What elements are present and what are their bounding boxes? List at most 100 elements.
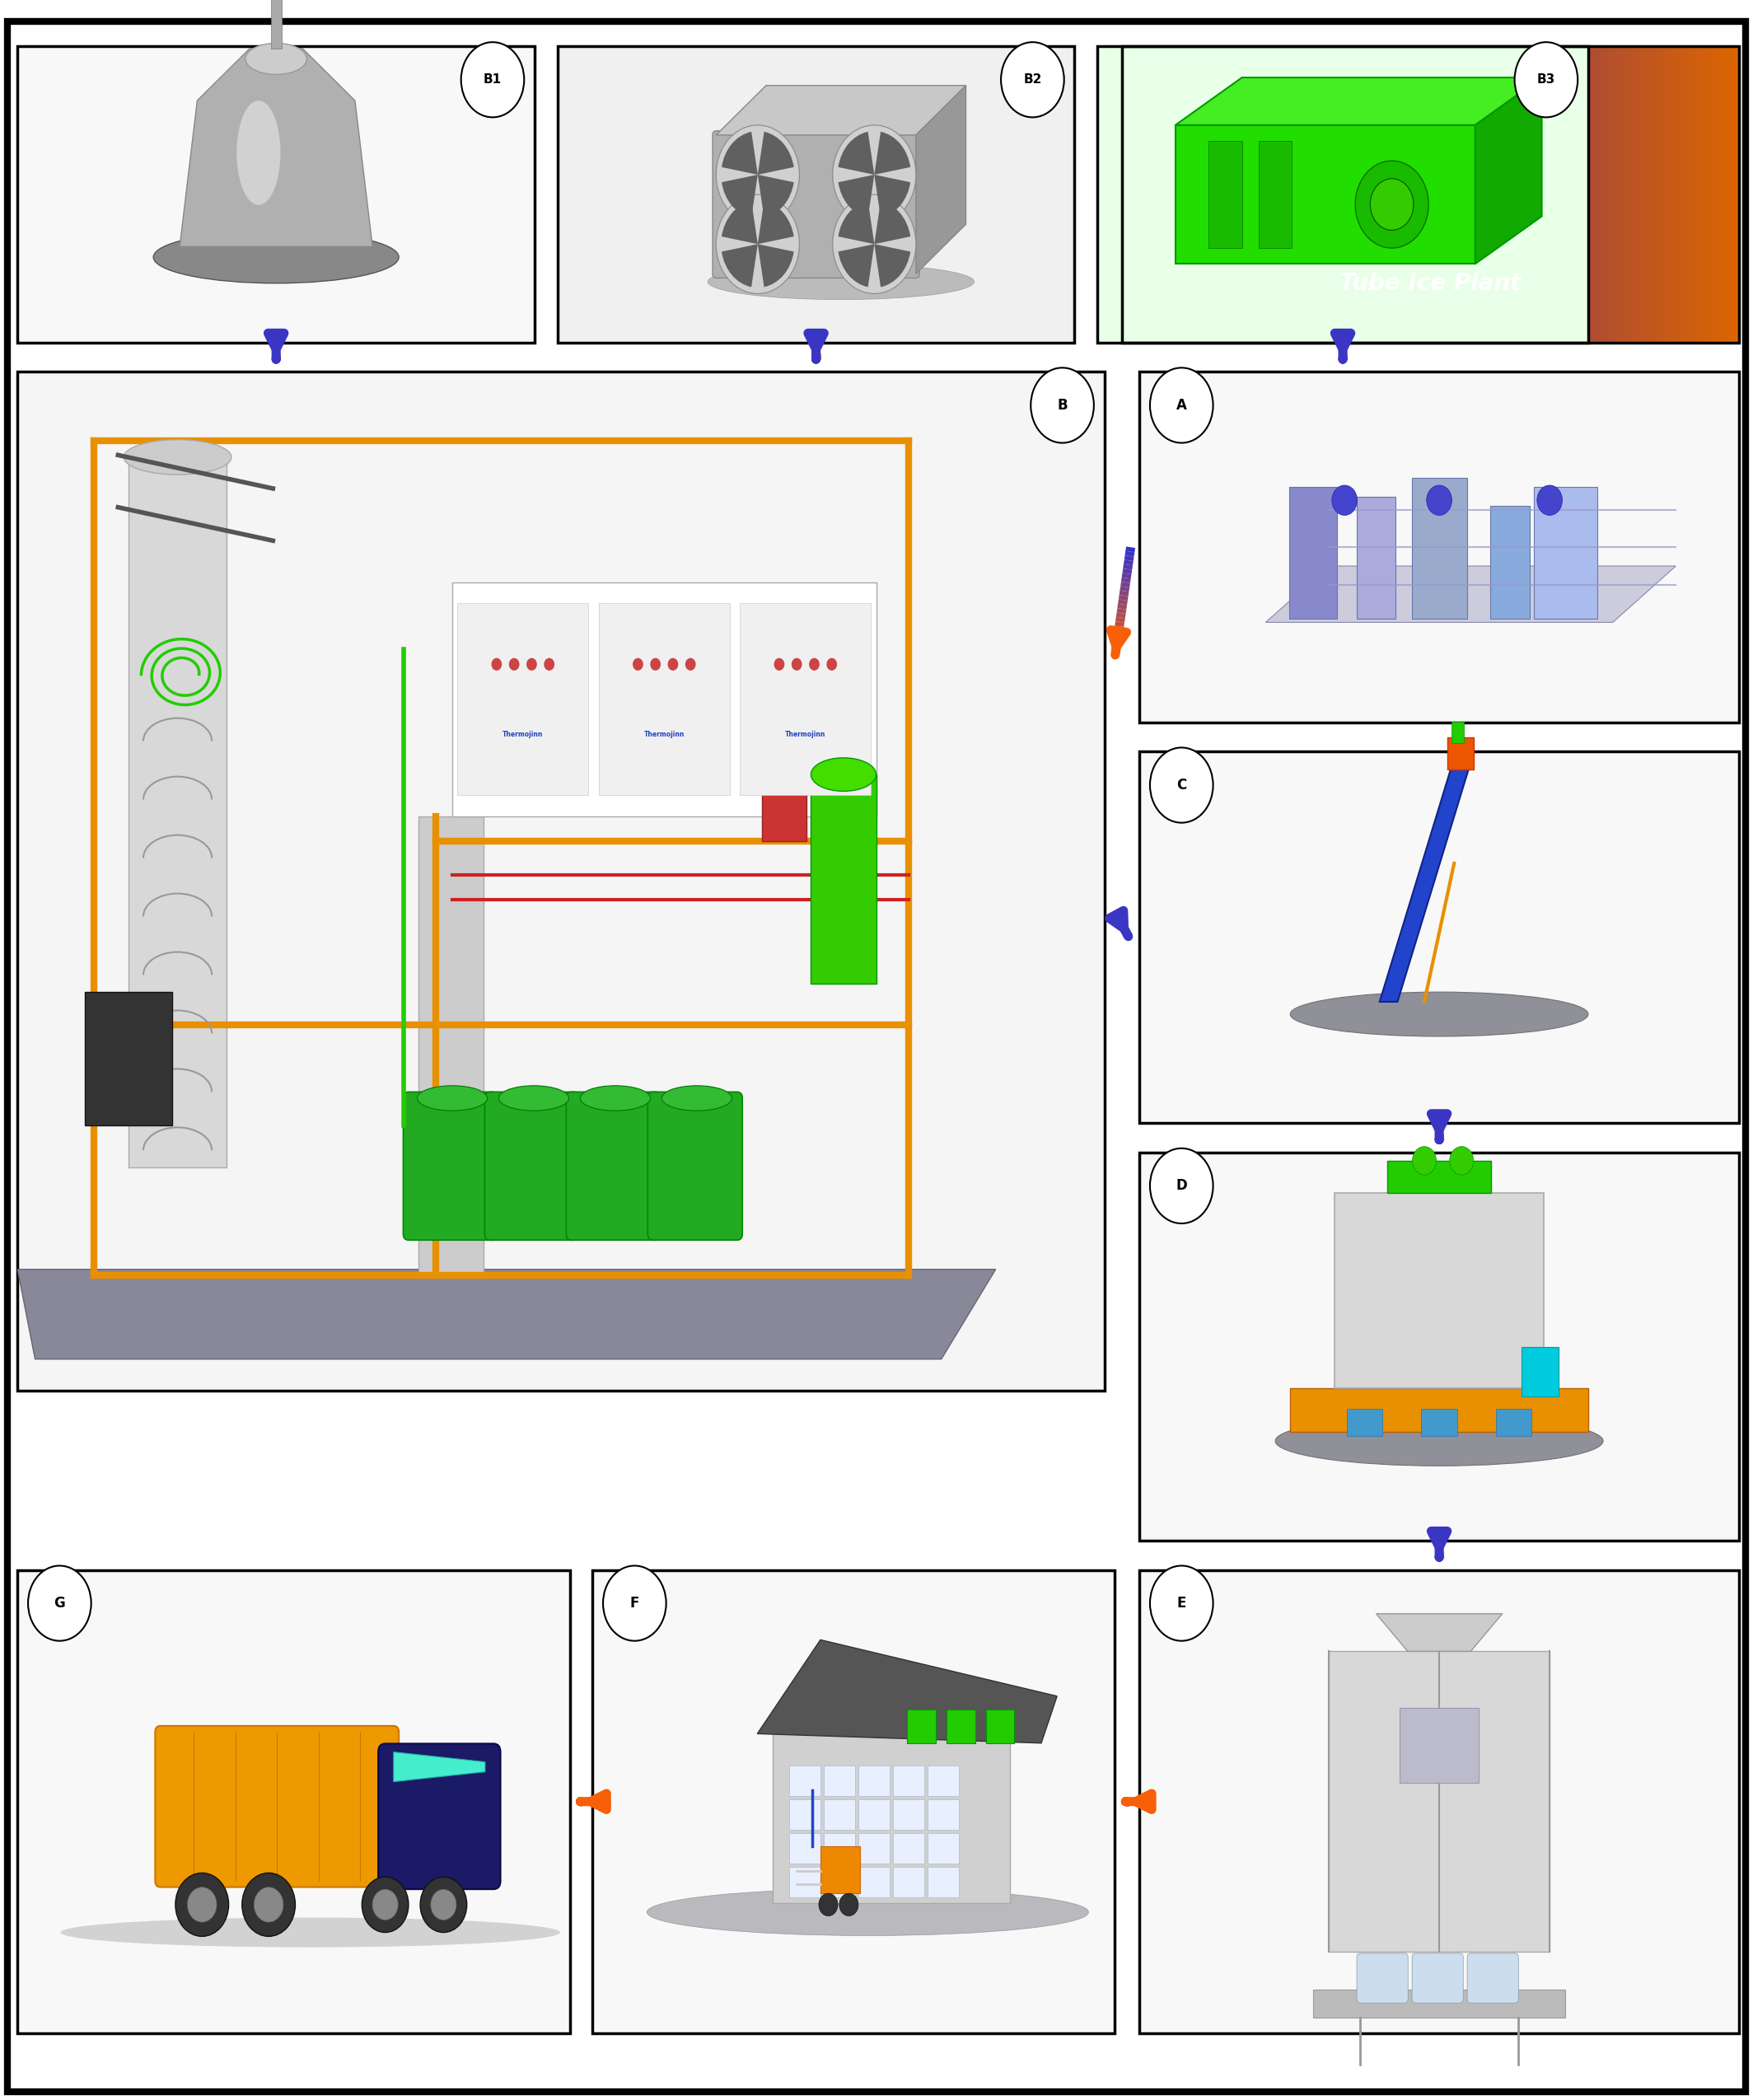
Bar: [1702, 46, 1707, 342]
Bar: [1597, 46, 1602, 342]
Bar: [1476, 46, 1481, 342]
Bar: [1508, 46, 1513, 342]
Wedge shape: [722, 244, 757, 288]
Bar: [1366, 46, 1371, 342]
Bar: [927, 1800, 959, 1829]
Bar: [1422, 46, 1425, 342]
Bar: [1520, 46, 1525, 342]
Bar: [1634, 46, 1639, 342]
Bar: [908, 1709, 936, 1743]
Bar: [1653, 46, 1657, 342]
Bar: [1295, 46, 1299, 342]
Circle shape: [603, 1567, 666, 1640]
Bar: [1211, 46, 1217, 342]
Bar: [1474, 46, 1478, 342]
Circle shape: [1150, 748, 1213, 823]
Circle shape: [1150, 368, 1213, 443]
Bar: [1641, 46, 1644, 342]
Bar: [820, 1846, 861, 1894]
Bar: [1399, 46, 1404, 342]
Bar: [1720, 46, 1725, 342]
Text: B3: B3: [1537, 74, 1555, 86]
Bar: [1492, 46, 1497, 342]
Bar: [1129, 46, 1132, 342]
Wedge shape: [838, 174, 875, 218]
Bar: [824, 1800, 855, 1829]
Bar: [1690, 46, 1695, 342]
Bar: [1297, 46, 1302, 342]
Ellipse shape: [154, 231, 398, 284]
Bar: [1220, 46, 1225, 342]
Circle shape: [833, 126, 917, 225]
Circle shape: [1150, 1149, 1213, 1224]
Bar: [1409, 46, 1413, 342]
Polygon shape: [1175, 78, 1543, 126]
Bar: [1686, 46, 1692, 342]
Bar: [1714, 46, 1720, 342]
Bar: [1175, 46, 1180, 342]
Bar: [892, 1867, 924, 1896]
Bar: [1462, 46, 1466, 342]
Wedge shape: [875, 132, 910, 174]
Text: Thermojinn: Thermojinn: [643, 731, 685, 737]
Bar: [1097, 46, 1588, 342]
Bar: [600, 603, 729, 796]
Bar: [1443, 46, 1448, 342]
Bar: [593, 1571, 1115, 2033]
Bar: [1411, 477, 1467, 620]
Bar: [1357, 46, 1362, 342]
Circle shape: [254, 1888, 284, 1922]
Bar: [824, 1766, 855, 1796]
Bar: [1578, 46, 1583, 342]
Wedge shape: [722, 174, 757, 218]
Bar: [128, 458, 226, 1168]
Bar: [927, 1766, 959, 1796]
Bar: [1523, 46, 1529, 342]
Bar: [1273, 46, 1278, 342]
Bar: [1658, 46, 1664, 342]
Bar: [1609, 46, 1615, 342]
Bar: [1488, 46, 1494, 342]
Bar: [1495, 1409, 1532, 1436]
Bar: [1707, 46, 1713, 342]
Bar: [947, 1709, 975, 1743]
Bar: [458, 603, 589, 796]
Bar: [1629, 46, 1632, 342]
Bar: [1167, 46, 1173, 342]
Ellipse shape: [245, 44, 307, 74]
Bar: [1515, 46, 1518, 342]
Bar: [1180, 46, 1185, 342]
Bar: [1604, 46, 1608, 342]
Bar: [1706, 46, 1709, 342]
Wedge shape: [757, 132, 794, 174]
Bar: [1490, 506, 1530, 620]
Bar: [1378, 46, 1383, 342]
Bar: [84, 991, 172, 1126]
Bar: [1143, 46, 1148, 342]
Bar: [1455, 46, 1460, 342]
Bar: [1730, 46, 1734, 342]
Bar: [1313, 1989, 1565, 2018]
Bar: [1430, 46, 1436, 342]
Text: Thermojinn: Thermojinn: [503, 731, 543, 737]
Bar: [1671, 46, 1676, 342]
Bar: [1585, 46, 1590, 342]
Bar: [1385, 46, 1388, 342]
Bar: [1711, 46, 1716, 342]
Bar: [1394, 46, 1399, 342]
Bar: [1536, 46, 1541, 342]
Bar: [1565, 46, 1571, 342]
Wedge shape: [875, 202, 910, 244]
Circle shape: [827, 657, 838, 670]
Bar: [1155, 46, 1160, 342]
Bar: [1544, 46, 1550, 342]
Bar: [1243, 46, 1246, 342]
Bar: [1437, 46, 1441, 342]
Bar: [1495, 46, 1501, 342]
Bar: [1735, 46, 1741, 342]
Bar: [1122, 46, 1127, 342]
Bar: [892, 1800, 924, 1829]
Bar: [1162, 46, 1167, 342]
Bar: [1309, 46, 1315, 342]
Bar: [1141, 46, 1145, 342]
